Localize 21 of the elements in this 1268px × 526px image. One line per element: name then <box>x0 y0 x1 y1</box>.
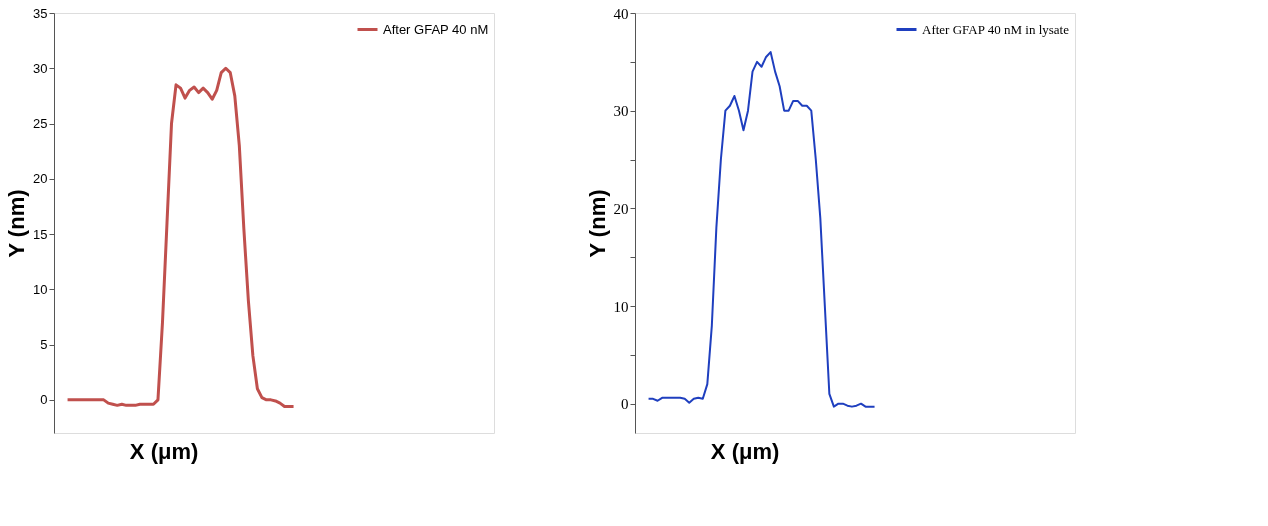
y-tick-label: 5 <box>40 337 48 353</box>
y-tick-label: 15 <box>33 226 48 242</box>
y-tick-label: 20 <box>33 171 48 187</box>
y-tick-label: 20 <box>613 200 629 217</box>
y-tick-label: 25 <box>33 116 48 132</box>
legend-label: After GFAP 40 nM in lysate <box>922 21 1070 37</box>
y-axis-title: Y (nm) <box>584 189 610 258</box>
x-axis-title: X (μm) <box>129 438 199 464</box>
y-tick-label: 30 <box>33 60 48 76</box>
y-tick-label: 40 <box>613 5 629 22</box>
y-axis-title: Y (nm) <box>4 189 30 258</box>
y-tick-label: 30 <box>613 103 629 120</box>
line-series <box>66 66 296 408</box>
y-tick-label: 0 <box>40 392 48 408</box>
y-tick-label: 35 <box>33 5 48 21</box>
y-tick-label: 10 <box>613 298 629 315</box>
line-series <box>647 51 876 408</box>
legend-label: After GFAP 40 nM <box>383 21 489 37</box>
x-axis-title: X (μm) <box>710 438 780 464</box>
y-tick-label: 10 <box>33 281 48 297</box>
y-tick-label: 0 <box>621 396 629 413</box>
